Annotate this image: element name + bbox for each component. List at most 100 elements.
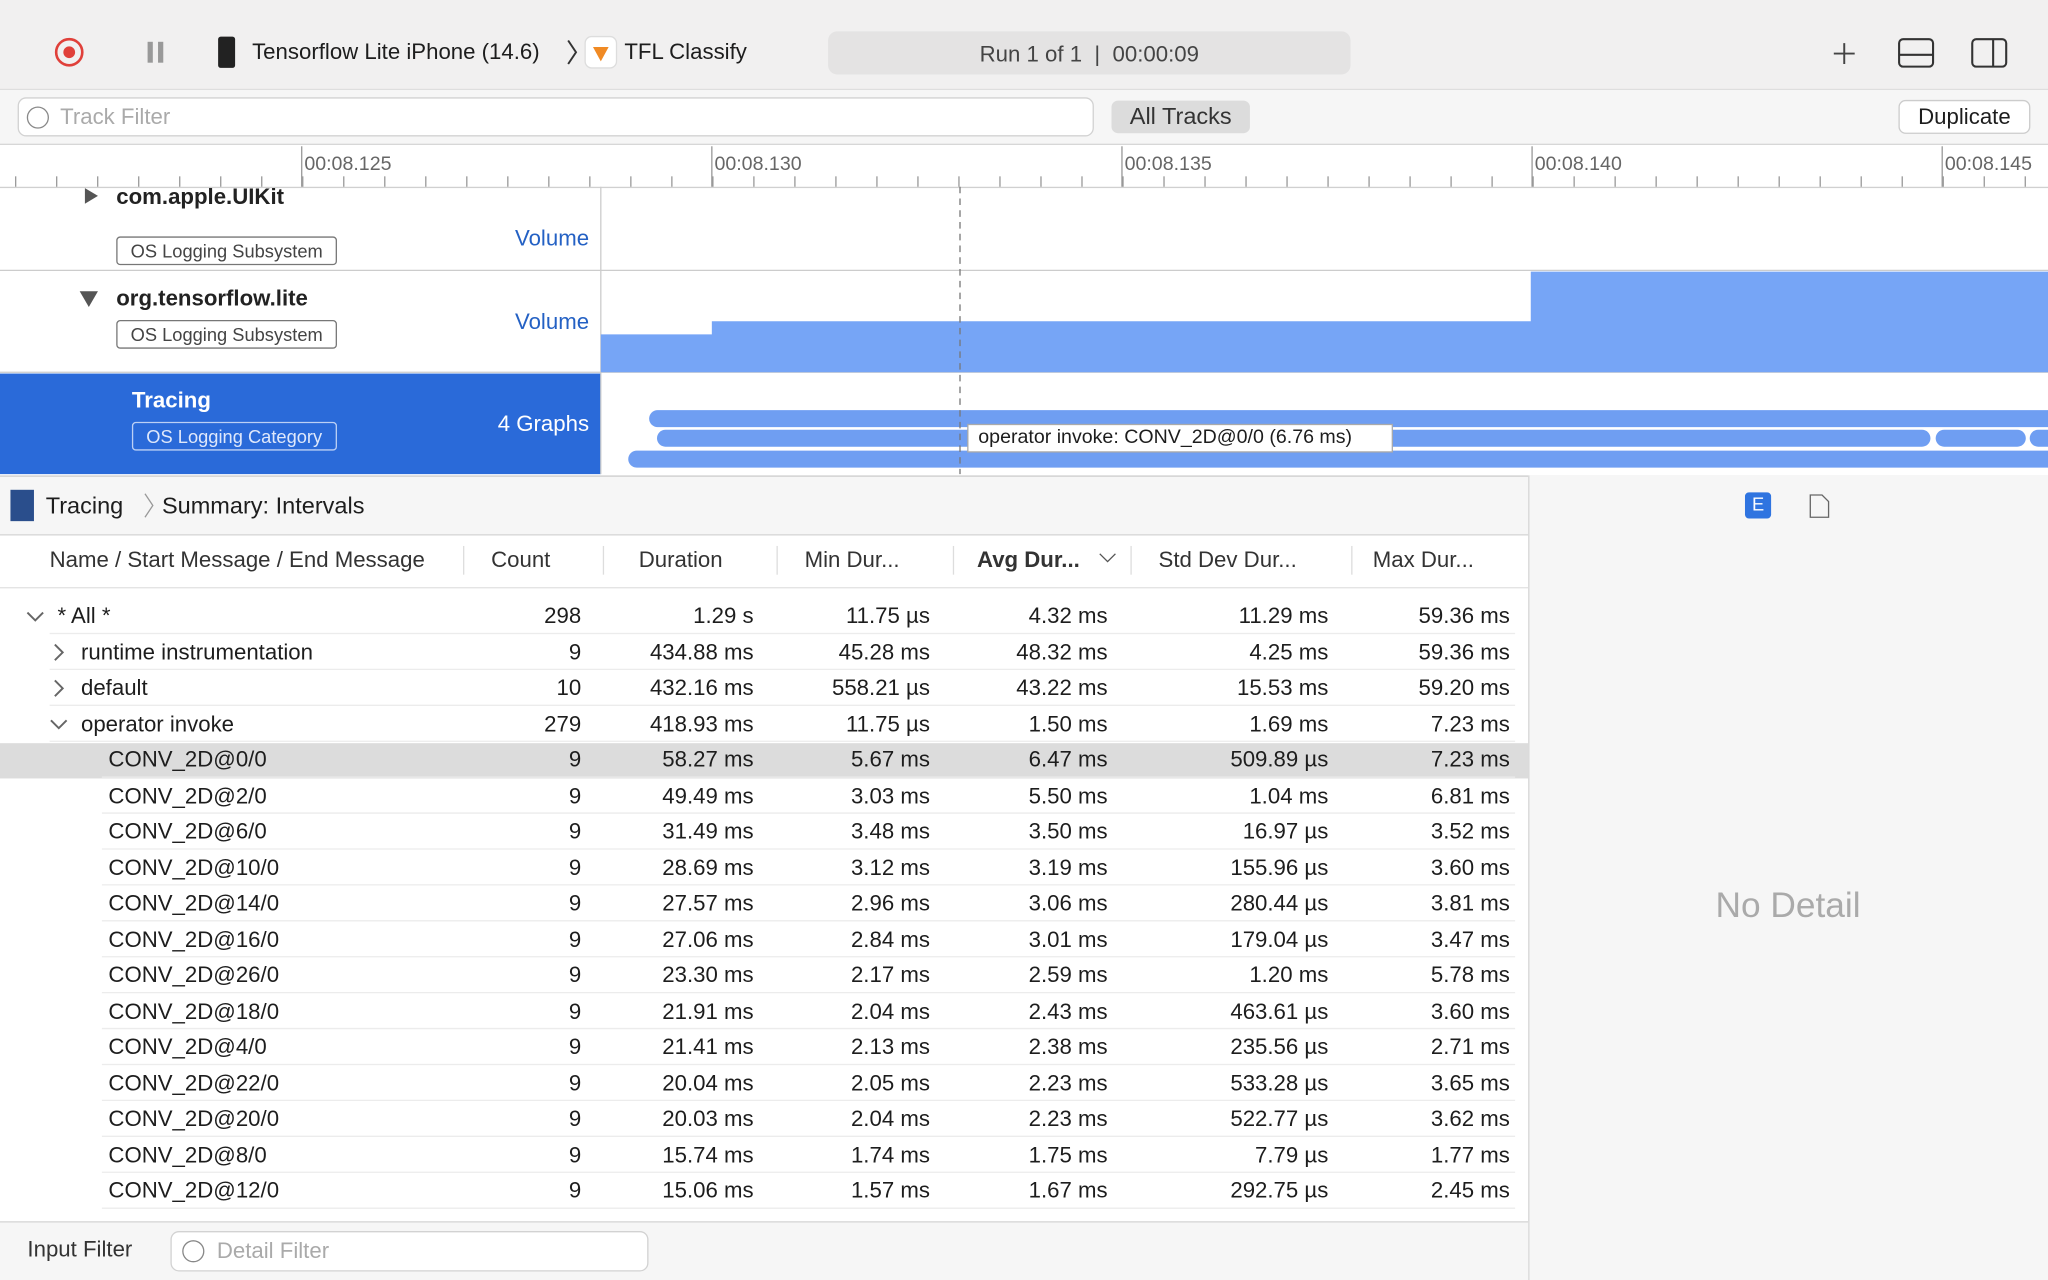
- cell-value: 20.04 ms: [662, 1070, 754, 1096]
- detail-filter-field[interactable]: [170, 1231, 649, 1272]
- selected-row[interactable]: [0, 743, 1529, 779]
- tooltip: [967, 423, 1393, 453]
- cell-name[interactable]: CONV_2D@10/0: [108, 854, 280, 880]
- track-name[interactable]: Tracing: [131, 387, 211, 413]
- add-button[interactable]: [1833, 43, 1855, 64]
- disclosure[interactable]: [84, 188, 98, 204]
- cell-value: 155.96 µs: [1230, 854, 1329, 880]
- cell-value: 2.05 ms: [850, 1070, 930, 1096]
- track-graph-label: 4 Graphs: [497, 411, 590, 437]
- cell-value: 9: [568, 1142, 582, 1168]
- device-icon: [218, 36, 236, 68]
- cell-value: 522.77 µs: [1230, 1106, 1329, 1132]
- cell-name[interactable]: CONV_2D@8/0: [108, 1142, 267, 1168]
- cell-value: 1.77 ms: [1430, 1142, 1510, 1168]
- cell-value: 5.67 ms: [850, 747, 930, 772]
- disclosure[interactable]: [54, 643, 65, 661]
- breadcrumb[interactable]: Tracing: [45, 492, 124, 519]
- column-header[interactable]: Duration: [638, 547, 723, 573]
- inspector-button[interactable]: [1971, 38, 2008, 68]
- all-tracks[interactable]: All Tracks: [1129, 103, 1232, 130]
- cell-value: 9: [568, 747, 582, 772]
- cell-value: 9: [568, 962, 582, 988]
- cell-value: 3.12 ms: [850, 854, 930, 880]
- record-button[interactable]: [54, 37, 84, 67]
- cell-value: 9: [568, 783, 582, 808]
- interval-bar: [1935, 429, 2026, 447]
- chevron: [567, 39, 578, 65]
- disclosure[interactable]: [79, 291, 98, 307]
- cell-value: 2.17 ms: [850, 962, 930, 988]
- cell-value: 20.03 ms: [662, 1106, 754, 1132]
- cell-name[interactable]: * All *: [57, 603, 111, 629]
- cell-name[interactable]: CONV_2D@20/0: [108, 1106, 280, 1132]
- cell-name[interactable]: operator invoke: [80, 711, 235, 736]
- extended-detail-tab[interactable]: [1744, 492, 1772, 519]
- track-name[interactable]: com.apple.UIKit: [116, 184, 285, 209]
- track-filter-placeholder[interactable]: Track Filter: [60, 104, 171, 130]
- cell-value: 1.57 ms: [850, 1178, 930, 1203]
- cell-name[interactable]: CONV_2D@2/0: [108, 783, 267, 808]
- column-header[interactable]: Std Dev Dur...: [1158, 547, 1297, 573]
- cell-value: 9: [568, 926, 582, 952]
- cell-value: 9: [568, 1106, 582, 1132]
- pause-button[interactable]: [147, 41, 153, 63]
- ruler-label: 00:08.130: [714, 152, 802, 176]
- cell-value: 1.74 ms: [850, 1142, 930, 1168]
- instrument-icon: [10, 489, 34, 522]
- cell-value: 3.65 ms: [1430, 1070, 1510, 1096]
- sort-indicator: [1099, 553, 1116, 563]
- app-icon-shape: [592, 47, 609, 62]
- cell-name[interactable]: default: [80, 675, 148, 701]
- cell-name[interactable]: CONV_2D@0/0: [108, 747, 267, 772]
- cell-value: 3.60 ms: [1430, 854, 1510, 880]
- layout-button[interactable]: [1898, 38, 1935, 68]
- track-name[interactable]: org.tensorflow.lite: [116, 286, 308, 311]
- cell-value: 279: [544, 711, 582, 736]
- cell-value: 15.74 ms: [662, 1142, 754, 1168]
- cell-name[interactable]: CONV_2D@26/0: [108, 962, 280, 988]
- column-header[interactable]: Name / Start Message / End Message: [49, 547, 425, 573]
- cell-value: 2.38 ms: [1028, 1034, 1108, 1060]
- column-header[interactable]: Avg Dur...: [976, 547, 1080, 573]
- duplicate[interactable]: Duplicate: [1918, 104, 2011, 130]
- cell-value: 2.96 ms: [850, 890, 930, 916]
- cell-value: 558.21 µs: [831, 675, 930, 701]
- cell-name[interactable]: CONV_2D@16/0: [108, 926, 280, 952]
- input-filter-label: Input Filter: [27, 1236, 133, 1262]
- all-tracks-button[interactable]: [1111, 100, 1250, 134]
- file-tab[interactable]: [1809, 494, 1830, 518]
- cell-value: 4.25 ms: [1249, 639, 1329, 665]
- cell-value: 28.69 ms: [662, 854, 754, 880]
- disclosure[interactable]: [50, 719, 68, 730]
- column-header[interactable]: Max Dur...: [1372, 547, 1474, 573]
- cell-name[interactable]: CONV_2D@6/0: [108, 818, 267, 844]
- cell-name[interactable]: CONV_2D@18/0: [108, 998, 280, 1024]
- column-header[interactable]: Count: [491, 547, 551, 573]
- cell-value: 2.59 ms: [1028, 962, 1108, 988]
- cell-name[interactable]: CONV_2D@4/0: [108, 1034, 267, 1060]
- cell-name[interactable]: CONV_2D@12/0: [108, 1178, 280, 1203]
- cell-value: 3.60 ms: [1430, 998, 1510, 1024]
- cell-name[interactable]: CONV_2D@14/0: [108, 890, 280, 916]
- duplicate-button[interactable]: [1898, 99, 2031, 134]
- extended-detail-tab-label[interactable]: E: [1751, 493, 1765, 515]
- cell-name[interactable]: runtime instrumentation: [80, 639, 313, 665]
- no-detail: No Detail: [1715, 885, 1861, 925]
- cell-value: 1.29 s: [693, 603, 754, 629]
- ruler-label: 00:08.125: [304, 152, 392, 176]
- cell-value: 49.49 ms: [662, 783, 754, 808]
- detail-filter-placeholder[interactable]: Detail Filter: [216, 1238, 330, 1264]
- track-filter-field[interactable]: [17, 97, 1094, 137]
- cell-value: 3.01 ms: [1028, 926, 1108, 952]
- app-name: TFL Classify: [624, 39, 747, 64]
- tracing-track-selected[interactable]: [0, 373, 601, 475]
- breadcrumb[interactable]: Summary: Intervals: [161, 492, 365, 519]
- disclosure[interactable]: [54, 679, 65, 697]
- cell-value: 16.97 µs: [1242, 818, 1329, 844]
- cell-name[interactable]: CONV_2D@22/0: [108, 1070, 280, 1096]
- column-header[interactable]: Min Dur...: [804, 547, 900, 573]
- disclosure[interactable]: [26, 611, 44, 622]
- cell-value: 509.89 µs: [1230, 747, 1329, 772]
